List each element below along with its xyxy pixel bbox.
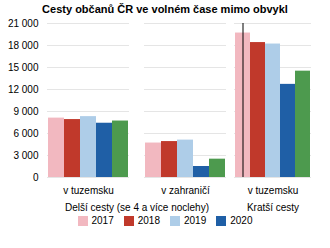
svg-text:Kratší cesty: Kratší cesty xyxy=(247,202,299,213)
svg-text:15 000: 15 000 xyxy=(8,62,39,73)
svg-text:9 000: 9 000 xyxy=(13,106,38,117)
html-text:Cesty občanů ČR ve volném čase: Cesty občanů ČR ve volném čase mimo obvy… xyxy=(42,3,288,15)
html-text:2018: 2018 xyxy=(137,215,160,226)
html-text:2020: 2020 xyxy=(230,215,253,226)
svg-text:v tuzemsku: v tuzemsku xyxy=(63,185,114,196)
svg-text:21 000: 21 000 xyxy=(8,18,39,29)
svg-text:18 000: 18 000 xyxy=(8,40,39,51)
svg-text:v tuzemsku: v tuzemsku xyxy=(248,185,299,196)
svg-text:12 000: 12 000 xyxy=(8,84,39,95)
html-text:2017: 2017 xyxy=(91,215,114,226)
html-text:2019: 2019 xyxy=(184,215,207,226)
svg-text:v zahraničí: v zahraničí xyxy=(161,185,210,196)
svg-text:3 000: 3 000 xyxy=(13,150,38,161)
svg-text:0: 0 xyxy=(33,172,39,183)
svg-text:Delší cesty (se 4 a více nocle: Delší cesty (se 4 a více noclehy) xyxy=(65,202,209,213)
svg-text:6 000: 6 000 xyxy=(13,128,38,139)
